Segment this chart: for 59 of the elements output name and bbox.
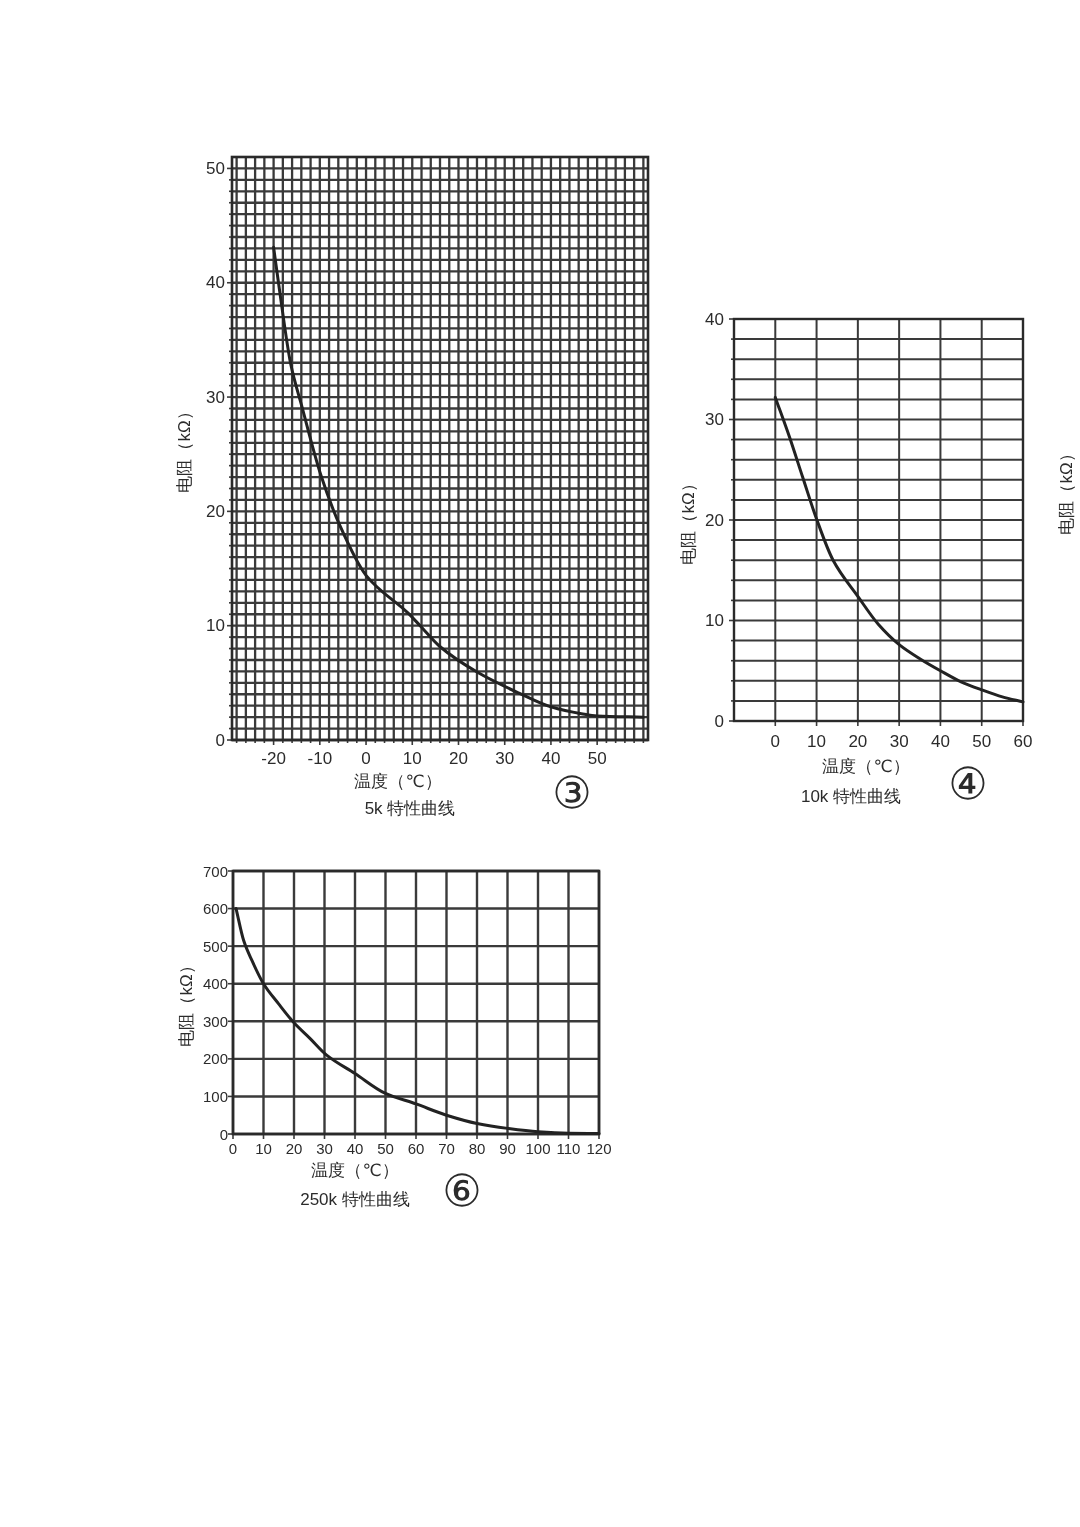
y-tick-label: 30 [705,410,724,429]
x-tick-label: 70 [438,1139,455,1157]
y-tick-label: 20 [705,510,724,530]
x-tick-label: 30 [316,1139,333,1157]
x-tick-label: 50 [587,748,607,768]
x-tick-label: 50 [972,731,992,751]
text: 电阻（kΩ） [1056,445,1076,535]
y-tick-label: 50 [206,158,225,178]
y-tick-label: 400 [202,975,228,993]
x-tick-label: 50 [377,1139,394,1157]
x-tick-label: 10 [402,748,422,768]
x-tick-label: 60 [1013,731,1033,751]
y-axis-title: 电阻（kΩ） [174,403,194,493]
y-tick-label: 300 [202,1012,228,1030]
y-tick-label: 10 [206,616,225,636]
x-tick-label: 40 [541,748,561,768]
x-tick-label: 10 [255,1139,272,1157]
y-tick-label: 0 [219,1125,228,1143]
text: ⑥ [442,1165,482,1215]
y-tick-label: 500 [202,937,228,955]
x-tick-label: 120 [586,1139,612,1157]
x-tick-label: 0 [361,748,371,768]
y-tick-label: 40 [206,273,225,293]
x-tick-label: 20 [449,748,468,768]
y-axis-title: 电阻（kΩ） [678,475,698,565]
x-axis-title: 温度（℃） [311,1160,399,1180]
x-tick-label: 30 [889,731,909,751]
y-axis-title: 电阻（kΩ） [176,957,196,1047]
x-tick-label: 40 [930,731,950,751]
x-tick-label: -20 [261,748,286,768]
text: 10k 特性曲线 [800,786,902,806]
x-axis-title: 温度（℃） [822,756,910,776]
y-tick-label: 20 [206,501,225,521]
y-tick-label: 100 [202,1087,228,1105]
x-tick-label: -10 [307,748,333,768]
y-tick-label: 0 [714,711,724,731]
x-tick-label: 100 [525,1139,551,1157]
text: 250k 特性曲线 [300,1189,410,1209]
x-axis-title: 温度（℃） [354,771,442,791]
y-tick-label: 600 [202,900,228,918]
text: ④ [948,758,988,808]
x-tick-label: 60 [407,1139,425,1157]
x-tick-label: 40 [346,1139,364,1157]
y-tick-label: 40 [705,309,724,329]
text: ③ [552,767,592,817]
x-tick-label: 110 [556,1139,581,1157]
x-tick-label: 0 [770,731,781,751]
y-tick-label: 10 [705,611,724,630]
x-tick-label: 10 [807,731,827,751]
x-tick-label: 30 [495,748,515,768]
x-tick-label: 20 [848,731,868,751]
y-tick-label: 200 [202,1050,228,1068]
text: 5k 特性曲线 [364,798,456,818]
x-tick-label: 80 [468,1139,486,1157]
y-tick-label: 700 [202,862,228,880]
x-tick-label: 20 [285,1139,303,1157]
line-series [272,245,645,719]
x-tick-label: 90 [499,1139,516,1157]
y-tick-label: 30 [206,387,225,407]
